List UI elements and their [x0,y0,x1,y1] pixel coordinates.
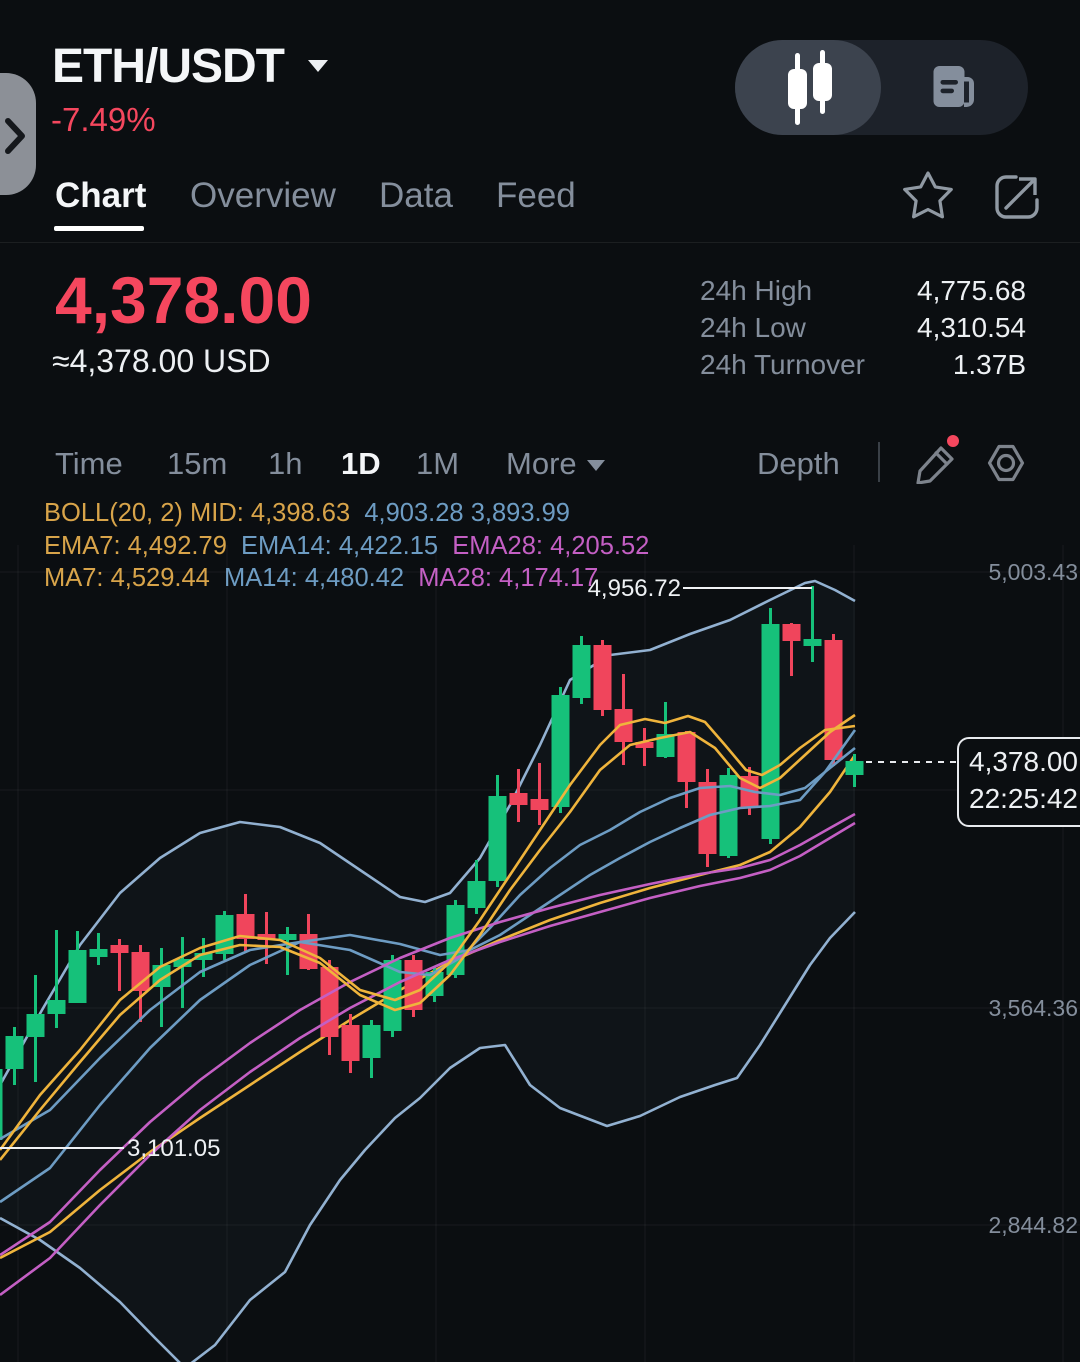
svg-text:2,844.82: 2,844.82 [988,1212,1078,1238]
svg-text:4,956.72: 4,956.72 [588,575,681,602]
svg-text:3,101.05: 3,101.05 [127,1135,220,1162]
svg-text:3,564.36: 3,564.36 [988,995,1078,1021]
svg-text:5,003.43: 5,003.43 [988,559,1078,585]
